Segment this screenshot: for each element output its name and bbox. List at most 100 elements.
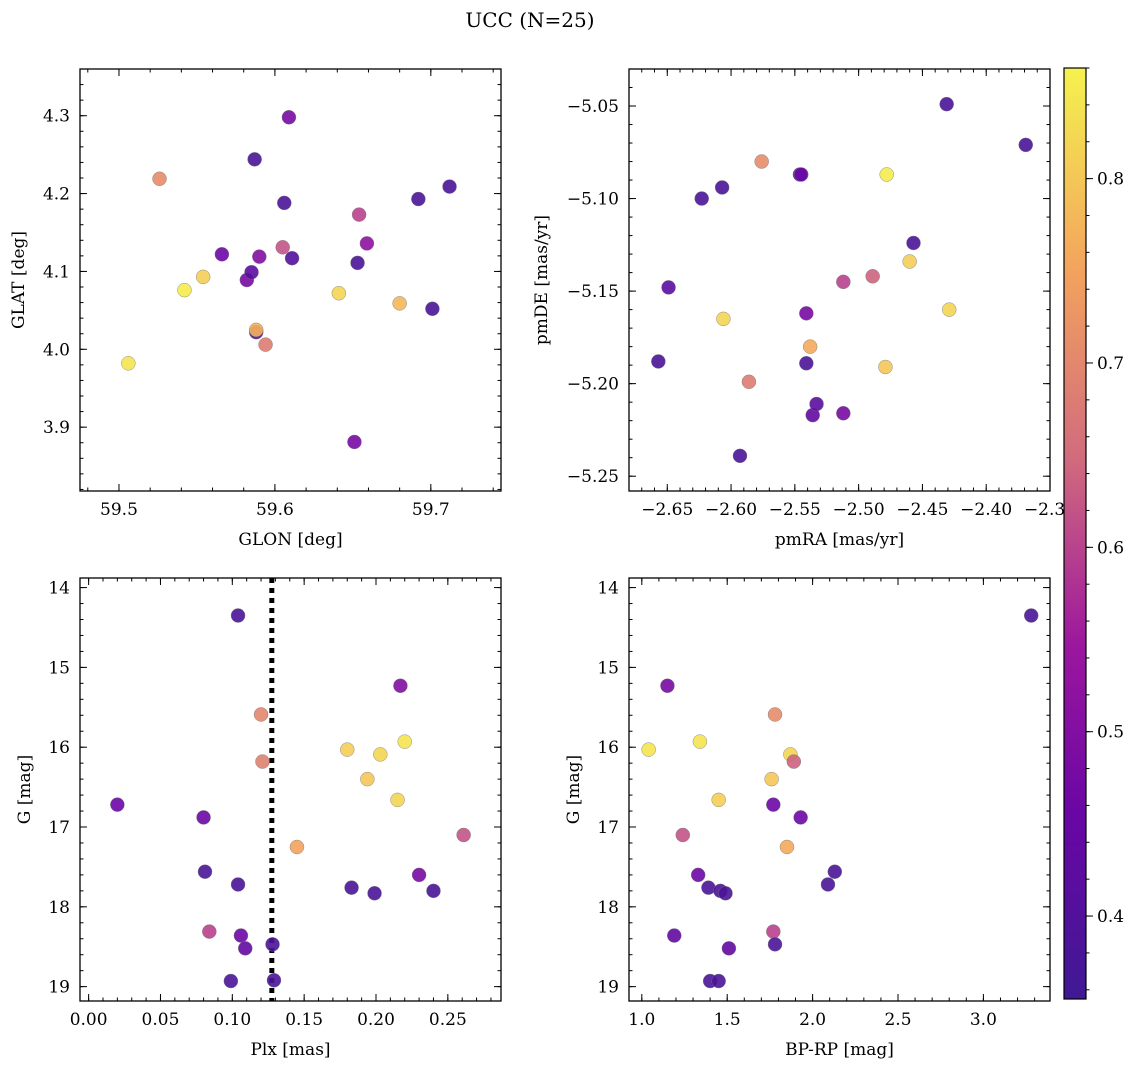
data-point xyxy=(350,255,365,271)
data-point xyxy=(195,269,211,285)
y-tick-label: 19 xyxy=(48,978,70,998)
points xyxy=(110,608,471,989)
data-point xyxy=(244,265,259,280)
data-point xyxy=(152,171,167,186)
data-point xyxy=(820,877,836,892)
data-point xyxy=(878,359,893,375)
axes-frame xyxy=(628,577,1051,1002)
y-axis-label: G [mag] xyxy=(564,755,584,824)
colorbar-tick-label: 0.5 xyxy=(1097,723,1124,743)
data-point xyxy=(766,924,781,939)
data-point xyxy=(230,608,246,623)
ticks xyxy=(80,578,501,1001)
y-axis-label: pmDE [mas/yr] xyxy=(532,215,552,345)
data-point xyxy=(247,152,262,167)
x-tick-label: 59.5 xyxy=(100,500,138,520)
data-point xyxy=(906,235,921,251)
data-point xyxy=(786,754,802,769)
data-point xyxy=(827,864,843,879)
data-point xyxy=(714,180,730,195)
x-tick-label: 0.25 xyxy=(429,1010,467,1030)
y-tick-label: 16 xyxy=(48,738,70,758)
data-point xyxy=(248,322,264,338)
data-point xyxy=(732,448,748,464)
x-tick-label: 0.00 xyxy=(70,1010,108,1030)
y-axis-label: GLAT [deg] xyxy=(9,231,29,329)
data-point xyxy=(442,179,457,194)
x-tick-label: 2.0 xyxy=(799,1010,826,1030)
data-point xyxy=(836,274,851,290)
data-point xyxy=(641,742,656,757)
x-tick-label: −2.65 xyxy=(641,500,693,520)
colorbar-tick-label: 0.4 xyxy=(1097,907,1124,927)
y-tick-label: −5.25 xyxy=(567,467,619,487)
data-point xyxy=(397,734,412,749)
y-tick-label: −5.05 xyxy=(567,97,619,117)
data-point xyxy=(741,374,757,389)
y-tick-label: 14 xyxy=(597,579,619,599)
data-point xyxy=(675,827,690,843)
axes-frame xyxy=(79,68,502,492)
data-point xyxy=(701,880,716,895)
data-point xyxy=(764,771,779,787)
data-point xyxy=(281,110,297,125)
data-point xyxy=(1024,608,1039,623)
y-tick-label: 17 xyxy=(48,818,70,838)
axes-frame xyxy=(628,68,1051,492)
y-tick-label: 4.3 xyxy=(43,107,70,127)
x-tick-label: 2.5 xyxy=(884,1010,911,1030)
ticks xyxy=(629,578,1050,1001)
data-point xyxy=(411,191,426,207)
data-point xyxy=(865,269,880,284)
data-point xyxy=(799,356,814,371)
x-tick-label: −2.40 xyxy=(960,500,1012,520)
data-point xyxy=(692,734,708,749)
data-point xyxy=(390,792,405,808)
data-point xyxy=(799,306,814,321)
y-tick-label: −5.15 xyxy=(567,282,619,302)
x-tick-label: −2.45 xyxy=(896,500,948,520)
data-point xyxy=(284,250,300,266)
x-axis-label: pmRA [mas/yr] xyxy=(775,530,904,550)
y-tick-label: 15 xyxy=(597,658,619,678)
data-point xyxy=(661,280,676,295)
data-point xyxy=(426,883,441,899)
data-point xyxy=(392,296,407,311)
y-tick-label: 17 xyxy=(597,818,619,838)
x-tick-label: −2.50 xyxy=(833,500,885,520)
data-point xyxy=(779,839,795,855)
x-tick-label: −2.55 xyxy=(769,500,821,520)
axes-frame xyxy=(79,577,502,1002)
data-point xyxy=(711,973,726,989)
y-tick-label: −5.20 xyxy=(567,375,619,395)
points xyxy=(651,96,1033,464)
data-point xyxy=(197,864,213,879)
data-point xyxy=(214,247,230,262)
points xyxy=(641,608,1039,989)
data-point xyxy=(233,928,249,943)
y-tick-label: −5.10 xyxy=(567,190,619,210)
x-tick-label: 0.05 xyxy=(142,1010,180,1030)
y-tick-label: 4.2 xyxy=(43,185,70,205)
x-axis-label: GLON [deg] xyxy=(238,530,342,550)
data-point xyxy=(331,286,347,301)
data-point xyxy=(879,167,894,182)
y-tick-label: 19 xyxy=(597,978,619,998)
colorbar-tick-label: 0.7 xyxy=(1097,354,1124,374)
data-point xyxy=(694,191,709,206)
panel-bottom-right: 1.0 1.5 2.0 2.5 3.0 14 15 16 17 18 19 BP-RP [mag] G … xyxy=(564,577,1051,1060)
data-point xyxy=(939,96,954,112)
data-point xyxy=(716,311,731,327)
data-point xyxy=(223,973,239,989)
data-point xyxy=(202,924,217,939)
data-point xyxy=(767,937,783,952)
data-point xyxy=(255,754,270,769)
x-tick-label: 0.20 xyxy=(357,1010,395,1030)
y-tick-label: 16 xyxy=(597,738,619,758)
data-point xyxy=(902,254,917,269)
data-point xyxy=(351,207,367,222)
data-point xyxy=(766,797,781,812)
colorbar-tick-label: 0.8 xyxy=(1097,170,1124,190)
data-point xyxy=(793,810,808,825)
